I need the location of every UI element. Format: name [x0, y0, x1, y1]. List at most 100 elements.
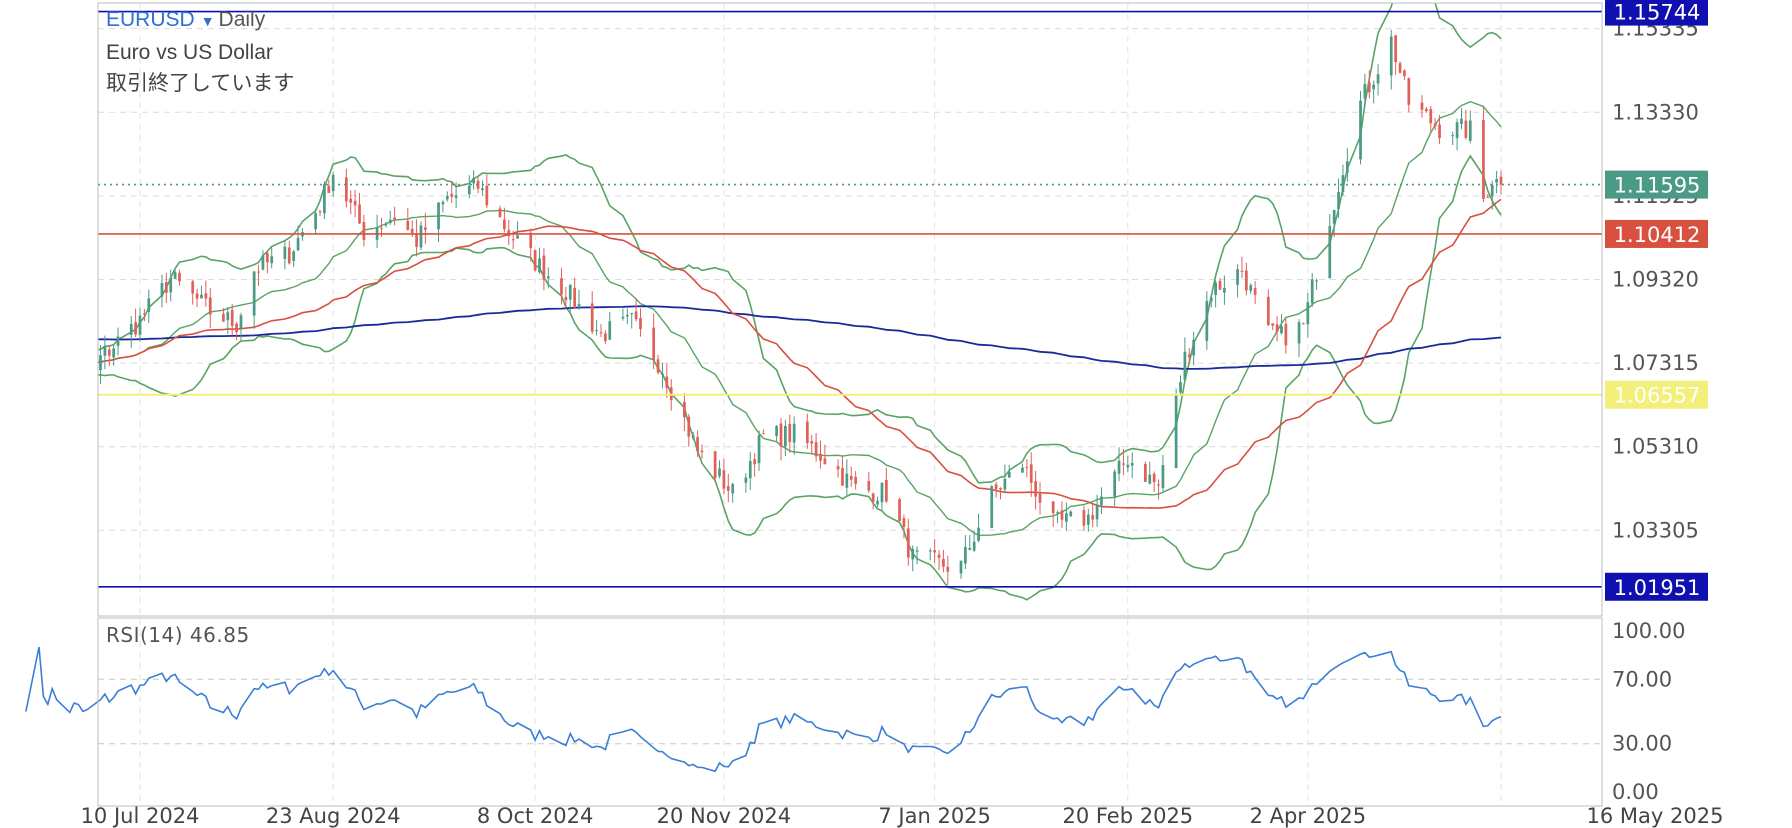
candle-bull	[1328, 226, 1332, 279]
candle-bear	[604, 333, 607, 342]
candle-bear	[1403, 70, 1406, 77]
candle-bull	[1372, 84, 1376, 90]
candle-bear	[560, 278, 563, 295]
candle-bull	[1161, 465, 1165, 489]
candle-bull	[314, 213, 317, 230]
candle-bear	[1486, 196, 1490, 198]
candle-bull	[1297, 322, 1301, 344]
candle-bull	[731, 483, 735, 494]
candle-bull	[1183, 351, 1187, 380]
candle-bull	[384, 223, 388, 226]
candle-bear	[287, 247, 291, 264]
symbol-selector[interactable]: EURUSD	[106, 8, 195, 31]
candle-bear	[353, 200, 357, 206]
time-tick-label: 16 May 2025	[1587, 804, 1724, 828]
candle-bull	[1310, 279, 1314, 304]
candle-bull	[454, 195, 458, 198]
candle-bear	[836, 466, 840, 470]
candle-bull	[1117, 460, 1121, 474]
candle-bull	[173, 272, 177, 279]
rsi-tick-label: 100.00	[1612, 619, 1685, 643]
candle-bull	[516, 235, 519, 239]
candle-bull	[990, 486, 994, 528]
candle-bull	[1179, 382, 1182, 393]
candle-bear	[906, 528, 910, 558]
candle-bear	[1367, 82, 1371, 93]
candle-bear	[485, 185, 489, 206]
candle-bear	[68, 358, 71, 370]
candle-bear	[1482, 119, 1485, 199]
time-tick-label: 20 Nov 2024	[657, 804, 792, 828]
candle-bear	[1157, 484, 1160, 486]
dropdown-arrow-icon[interactable]: ▼	[200, 13, 215, 29]
candle-bear	[164, 282, 168, 293]
candle-bull	[1280, 326, 1283, 334]
candle-bull	[1460, 118, 1463, 124]
candle-bear	[178, 272, 181, 282]
candle-bear	[762, 433, 765, 435]
candle-bear	[349, 198, 353, 203]
candle-bear	[871, 493, 875, 502]
candle-bull	[928, 550, 932, 552]
candle-bear	[946, 566, 950, 572]
candle-bull	[283, 246, 287, 259]
price-label-text: 1.10412	[1614, 223, 1701, 247]
candle-bear	[327, 185, 331, 193]
candle-bear	[902, 518, 906, 528]
candle-bear	[937, 554, 941, 558]
candle-bull	[718, 468, 721, 477]
candle-bear	[854, 476, 857, 484]
candle-bull	[1003, 478, 1007, 490]
candle-bull	[1455, 122, 1459, 139]
rsi-line	[25, 646, 1502, 773]
candle-bull	[1468, 120, 1472, 141]
candle-bear	[529, 232, 533, 249]
candle-bull	[1345, 161, 1349, 173]
time-axis[interactable]: 10 Jul 2024 23 Aug 2024 8 Oct 2024 20 Nov 2…	[81, 804, 1724, 828]
candle-bull	[1332, 210, 1336, 224]
time-tick-label: 7 Jan 2025	[878, 804, 991, 828]
candle-bear	[143, 313, 146, 315]
candle-bull	[441, 201, 445, 205]
candle-bull	[1069, 511, 1073, 517]
candle-bear	[942, 558, 945, 567]
candle-bull	[1021, 467, 1024, 473]
candle-bull	[160, 283, 164, 297]
price-tick-label: 1.05310	[1612, 435, 1699, 459]
candle-bull	[876, 500, 879, 505]
candle-bear	[134, 322, 137, 335]
candle-bear	[849, 476, 853, 480]
candle-bear	[507, 229, 511, 237]
candle-bear	[1245, 270, 1248, 291]
candle-bull	[972, 541, 976, 551]
candle-bull	[226, 312, 230, 321]
candle-bear	[1420, 102, 1424, 110]
candle-bull	[621, 316, 625, 319]
candle-bull	[568, 284, 572, 300]
candle-bull	[99, 355, 102, 371]
candle-bear	[884, 480, 888, 502]
candle-bear	[1438, 124, 1441, 139]
candle-bull	[1086, 514, 1090, 525]
candle-bull	[296, 237, 300, 251]
price-axis[interactable]: 1.153351.133301.113251.093201.073151.053…	[1612, 17, 1699, 804]
candle-bear	[1433, 123, 1437, 127]
candle-bear	[713, 451, 717, 479]
candle-bull	[419, 225, 423, 248]
candle-bear	[410, 228, 414, 234]
candle-bear	[564, 296, 568, 301]
candle-bull	[1205, 300, 1209, 341]
candle-bull	[252, 271, 256, 316]
candle-bull	[784, 426, 787, 447]
candle-bear	[1034, 481, 1037, 497]
candle-bear	[1218, 280, 1222, 290]
candle-bear	[994, 484, 998, 490]
candle-bull	[792, 423, 796, 443]
candle-bull	[1337, 191, 1340, 209]
candle-bear	[810, 441, 814, 444]
period-label[interactable]: Daily	[218, 8, 266, 31]
price-tick-label: 1.07315	[1612, 351, 1699, 375]
candle-bear	[393, 217, 396, 220]
candle-bear	[1266, 296, 1270, 325]
candle-bear	[318, 211, 322, 213]
